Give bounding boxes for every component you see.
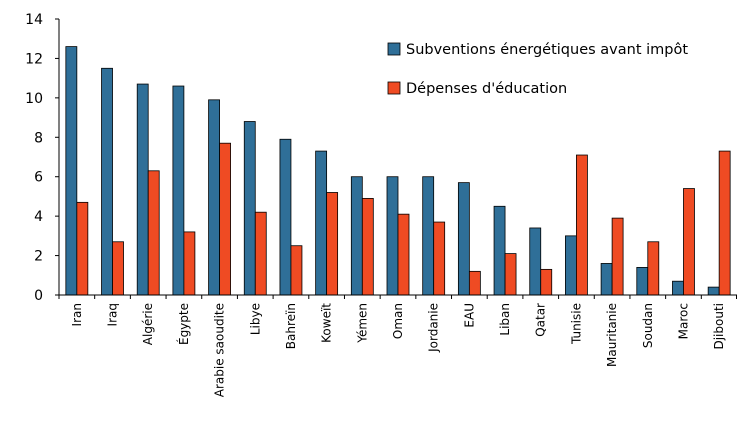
bar-subventions-10 [422, 176, 435, 296]
bar-subventions-15 [600, 263, 613, 296]
x-tick-label: Yémen [355, 303, 369, 344]
x-tick-label: Maroc [676, 303, 690, 339]
bar-education-13 [540, 268, 553, 296]
x-tick-label: Bahreïn [284, 303, 298, 349]
x-tick-label: Liban [498, 303, 512, 336]
bar-subventions-16 [636, 266, 649, 296]
bar-education-8 [361, 197, 374, 296]
bar-education-1 [112, 241, 124, 296]
x-tick-label: Iran [70, 303, 84, 326]
bar-education-10 [433, 221, 446, 296]
x-tick-label: Libye [248, 303, 262, 335]
bar-subventions-13 [529, 227, 542, 296]
bar-education-3 [183, 231, 196, 296]
y-tick-label: 8 [34, 130, 43, 146]
y-tick-label: 4 [34, 209, 43, 225]
legend-label: Dépenses d'éducation [406, 81, 567, 97]
bar-subventions-12 [493, 205, 506, 296]
x-tick-label: Koweït [320, 303, 334, 343]
bar-education-15 [611, 217, 624, 296]
bar-education-4 [219, 142, 231, 296]
bar-subventions-4 [208, 99, 220, 296]
bar-education-18 [718, 150, 731, 296]
bar-education-11 [468, 270, 481, 296]
x-tick-label: Algérie [141, 303, 155, 345]
bar-education-16 [647, 241, 660, 296]
x-tick-label: Djibouti [712, 303, 726, 350]
bar-subventions-7 [315, 150, 328, 296]
y-tick-label: 0 [34, 288, 43, 304]
x-tick-label: Iraq [106, 303, 120, 326]
x-tick-label: Mauritanie [605, 303, 619, 367]
x-tick-label: Égypte [176, 303, 191, 345]
legend-swatch [387, 81, 401, 95]
axes-group [58, 19, 737, 296]
bar-education-0 [76, 201, 89, 296]
x-tick-label: Oman [391, 303, 405, 339]
bar-subventions-0 [65, 46, 78, 296]
bar-subventions-5 [243, 121, 256, 296]
x-tick-label: Arabie saoudite [213, 303, 227, 397]
x-tick-label: Jordanie [427, 303, 441, 353]
x-tick-label: Tunisie [569, 303, 583, 345]
bar-education-6 [290, 245, 303, 296]
y-tick-label: 10 [25, 91, 43, 107]
bar-education-17 [683, 188, 695, 296]
y-tick-label: 12 [25, 51, 43, 67]
legend-label: Subventions énergétiques avant impôt [406, 42, 688, 58]
y-tick-label: 6 [34, 170, 43, 186]
bar-education-9 [397, 213, 410, 296]
bar-subventions-2 [136, 83, 149, 296]
bar-subventions-9 [386, 176, 399, 296]
legend-swatch [387, 42, 401, 56]
bar-subventions-17 [672, 280, 684, 296]
ticks-group: Iran Iraq Algérie Égypte Arabie saoudite Liby… [25, 12, 737, 397]
bars-group [65, 46, 731, 296]
y-tick-label: 14 [25, 12, 43, 28]
x-tick-label: Qatar [534, 303, 548, 337]
bar-subventions-8 [350, 176, 363, 296]
bar-education-5 [254, 211, 267, 296]
bar-subventions-18 [707, 286, 720, 296]
bar-subventions-14 [565, 235, 577, 296]
bar-subventions-11 [457, 182, 470, 296]
x-tick-label: EAU [462, 303, 476, 328]
bar-education-2 [147, 170, 160, 296]
y-tick-label: 2 [34, 249, 43, 265]
legend: Subventions énergétiques avant impôt Dépe… [387, 42, 688, 97]
bar-subventions-6 [279, 138, 292, 296]
bar-education-14 [576, 154, 588, 296]
bar-subventions-3 [172, 85, 185, 296]
bar-education-12 [504, 253, 517, 296]
x-tick-label: Soudan [641, 303, 655, 348]
bar-education-7 [326, 192, 339, 296]
bar-subventions-1 [101, 67, 113, 296]
